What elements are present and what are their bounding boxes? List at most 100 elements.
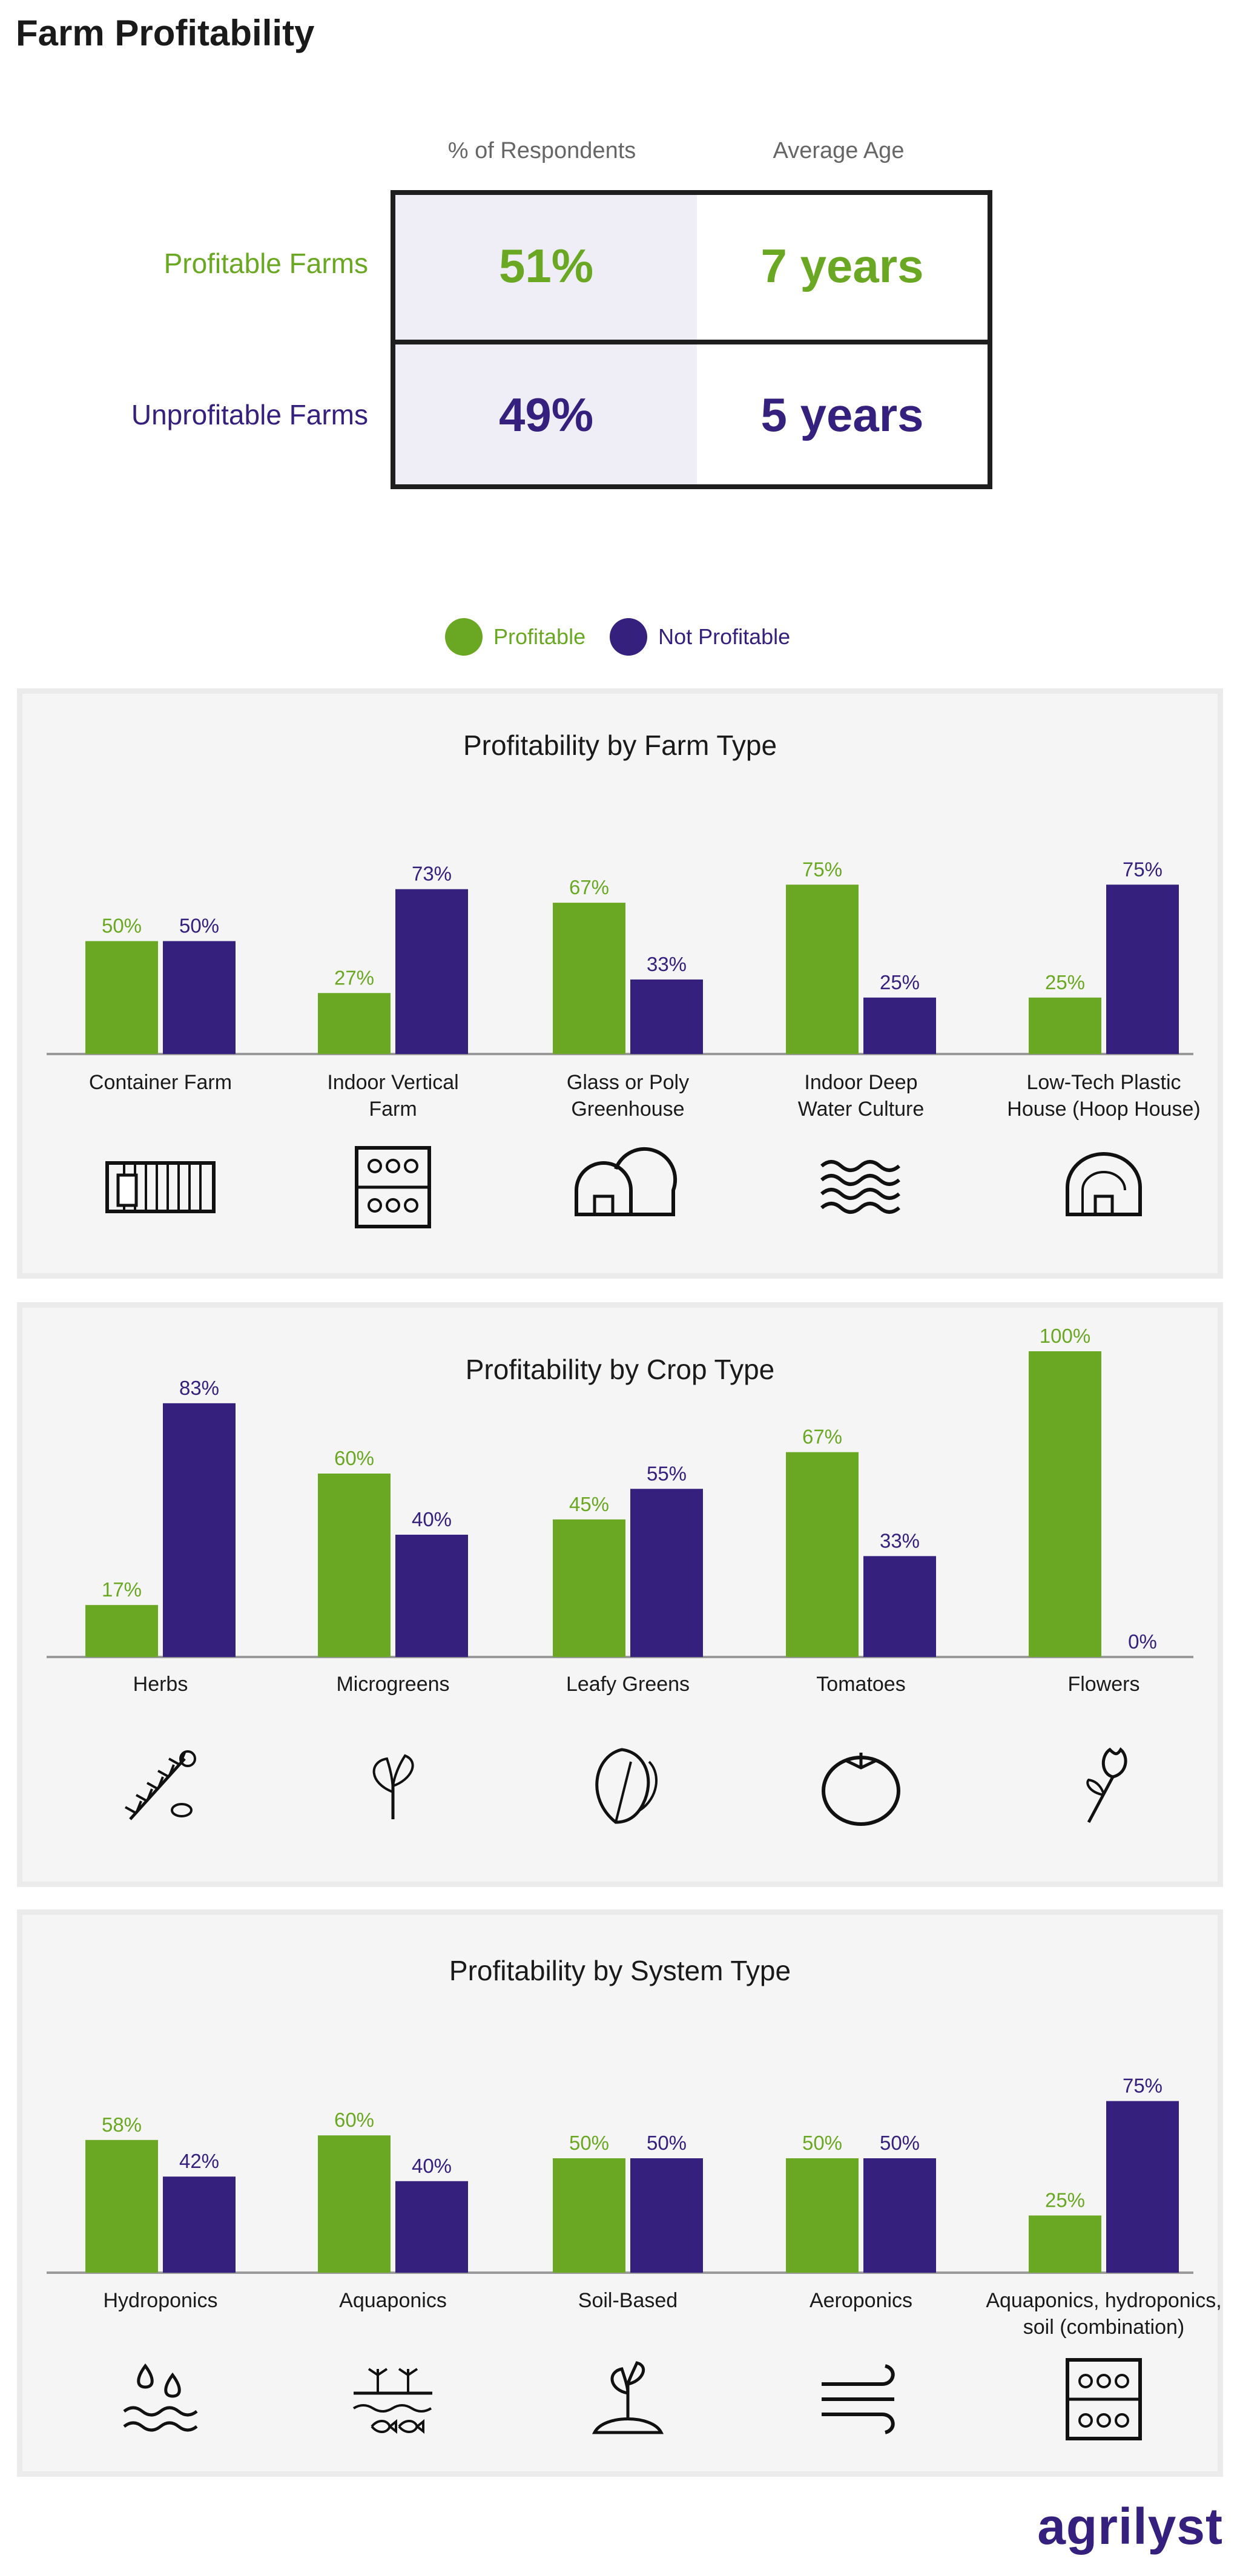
category-label-line: Hydroponics (103, 2289, 218, 2312)
chart-svg-2: 58% 42% 60% 40% 50% 50% 50% 50% 25% 75% (47, 2075, 1193, 2440)
bar-not-profitable (395, 889, 468, 1054)
system-type-chart-title: Profitability by System Type (449, 1955, 791, 1986)
data-label-profitable: 50% (102, 915, 142, 937)
col-header-respondents: % of Respondents (447, 138, 636, 163)
category-label: Aeroponics (752, 2287, 970, 2314)
data-label-profitable: 60% (334, 2109, 374, 2131)
flower-icon (1086, 1747, 1127, 1823)
category-label-line: Microgreens (336, 1673, 450, 1696)
category-label-line: Indoor Deep (804, 1071, 918, 1094)
data-label-profitable: 17% (102, 1578, 142, 1601)
farm-type-chart-panel: Profitability by Farm Type 50% 50% 27% 73% 6… (17, 688, 1223, 1279)
category-label: Hydroponics (51, 2287, 269, 2314)
legend-item-not-profitable: Not Profitable (610, 618, 790, 656)
aquaponics-icon (352, 2368, 432, 2434)
data-label-not-profitable: 40% (412, 2155, 452, 2177)
wind-icon (822, 2364, 895, 2434)
category-label-line: Farm (369, 1098, 417, 1121)
category-label-line: Water Culture (797, 1098, 925, 1121)
crop-type-chart-title: Profitability by Crop Type (465, 1354, 775, 1385)
row-label-profitable: Profitable Farms (163, 248, 368, 279)
data-label-profitable: 25% (1045, 971, 1085, 993)
summary-table: 51% 7 years 49% 5 years (391, 190, 992, 489)
hoop-house-icon (1066, 1152, 1142, 1216)
herbs-icon (125, 1750, 196, 1820)
data-label-profitable: 100% (1040, 1325, 1090, 1347)
bar-profitable (553, 1519, 625, 1657)
data-label-not-profitable: 0% (1128, 1630, 1157, 1653)
category-label: Indoor Vertical Farm (284, 1069, 502, 1122)
vertical-farm-icon (355, 1146, 431, 1228)
bar-profitable (318, 1474, 391, 1657)
bar-profitable (1029, 1351, 1101, 1657)
category-label-line: Aquaponics (339, 2289, 447, 2312)
data-label-profitable: 27% (334, 966, 374, 989)
data-label-not-profitable: 50% (647, 2132, 687, 2154)
category-label-line: Leafy Greens (566, 1673, 690, 1696)
combination-farm-icon (1066, 2358, 1142, 2440)
chart-svg-1: 17% 83% 60% 40% 45% 55% 67% 33% 100% 0% (47, 1325, 1193, 1826)
bar-not-profitable (395, 1535, 468, 1657)
leafy-greens-icon (595, 1748, 658, 1824)
category-label-line: Aquaponics, hydroponics, (986, 2289, 1222, 2312)
system-type-chart-panel: Profitability by System Type 58% 42% 60% 40… (17, 1909, 1223, 2477)
bar-profitable (1029, 997, 1101, 1054)
bar-not-profitable (163, 941, 236, 1054)
crop-type-chart-panel: Profitability by Crop Type 17% 83% 60% 40% 4… (17, 1302, 1223, 1887)
category-label: Container Farm (51, 1069, 269, 1096)
category-label-line: Flowers (1067, 1673, 1140, 1696)
bar-not-profitable (863, 997, 936, 1054)
category-label: Leafy Greens (519, 1671, 737, 1698)
category-label-line: Container Farm (88, 1071, 232, 1094)
category-label-line: Herbs (133, 1673, 188, 1696)
bar-profitable (318, 993, 391, 1054)
category-label: Tomatoes (752, 1671, 970, 1698)
bar-profitable (318, 2135, 391, 2273)
waves-icon (820, 1160, 900, 1214)
chart-svg-0: 50% 50% 27% 73% 67% 33% 75% 25% 25% 75% (47, 858, 1193, 1228)
data-label-not-profitable: 75% (1123, 858, 1162, 880)
agrilyst-logo: agrilyst (1037, 2497, 1223, 2556)
data-label-not-profitable: 75% (1123, 2075, 1162, 2097)
category-label-line: Indoor Vertical (327, 1071, 459, 1094)
data-label-not-profitable: 33% (647, 953, 687, 975)
category-label: Glass or Poly Greenhouse (519, 1069, 737, 1122)
category-label: Herbs (51, 1671, 269, 1698)
category-label-line: soil (combination) (1023, 2316, 1185, 2339)
microgreens-icon (372, 1754, 414, 1819)
greenhouse-icon (575, 1147, 678, 1216)
data-label-not-profitable: 40% (412, 1508, 452, 1530)
legend-label-profitable: Profitable (493, 624, 586, 649)
seedling-icon (592, 2361, 664, 2434)
bar-profitable (85, 941, 158, 1054)
bar-profitable (553, 2158, 625, 2273)
bar-profitable (553, 903, 625, 1054)
bar-profitable (85, 2140, 158, 2273)
bar-not-profitable (630, 1489, 703, 1657)
category-label: Aquaponics (284, 2287, 502, 2314)
category-label: Low-Tech Plastic House (Hoop House) (995, 1069, 1213, 1122)
row-label-unprofitable: Unprofitable Farms (131, 399, 368, 430)
col-header-average-age: Average Age (773, 138, 905, 163)
data-label-profitable: 50% (802, 2132, 842, 2154)
bar-not-profitable (395, 2181, 468, 2273)
category-label: Microgreens (284, 1671, 502, 1698)
bar-not-profitable (163, 2176, 236, 2273)
bar-profitable (786, 1452, 859, 1657)
category-label: Aquaponics, hydroponics, soil (combinatio… (965, 2287, 1240, 2340)
legend-dot-profitable (445, 618, 483, 656)
category-label-line: Aeroponics (809, 2289, 913, 2312)
data-label-profitable: 67% (569, 876, 609, 898)
data-label-not-profitable: 73% (412, 863, 452, 885)
bar-not-profitable (163, 1403, 236, 1657)
bar-not-profitable (863, 2158, 936, 2273)
bar-profitable (786, 2158, 859, 2273)
page-title: Farm Profitability (16, 13, 315, 53)
unprofitable-average-age-value: 5 years (760, 388, 924, 441)
water-drops-icon (123, 2363, 198, 2432)
legend-label-not-profitable: Not Profitable (658, 624, 791, 649)
data-label-profitable: 25% (1045, 2189, 1085, 2212)
category-label: Soil-Based (519, 2287, 737, 2314)
container-icon (105, 1161, 216, 1213)
legend: Profitable Not Profitable (445, 616, 814, 658)
